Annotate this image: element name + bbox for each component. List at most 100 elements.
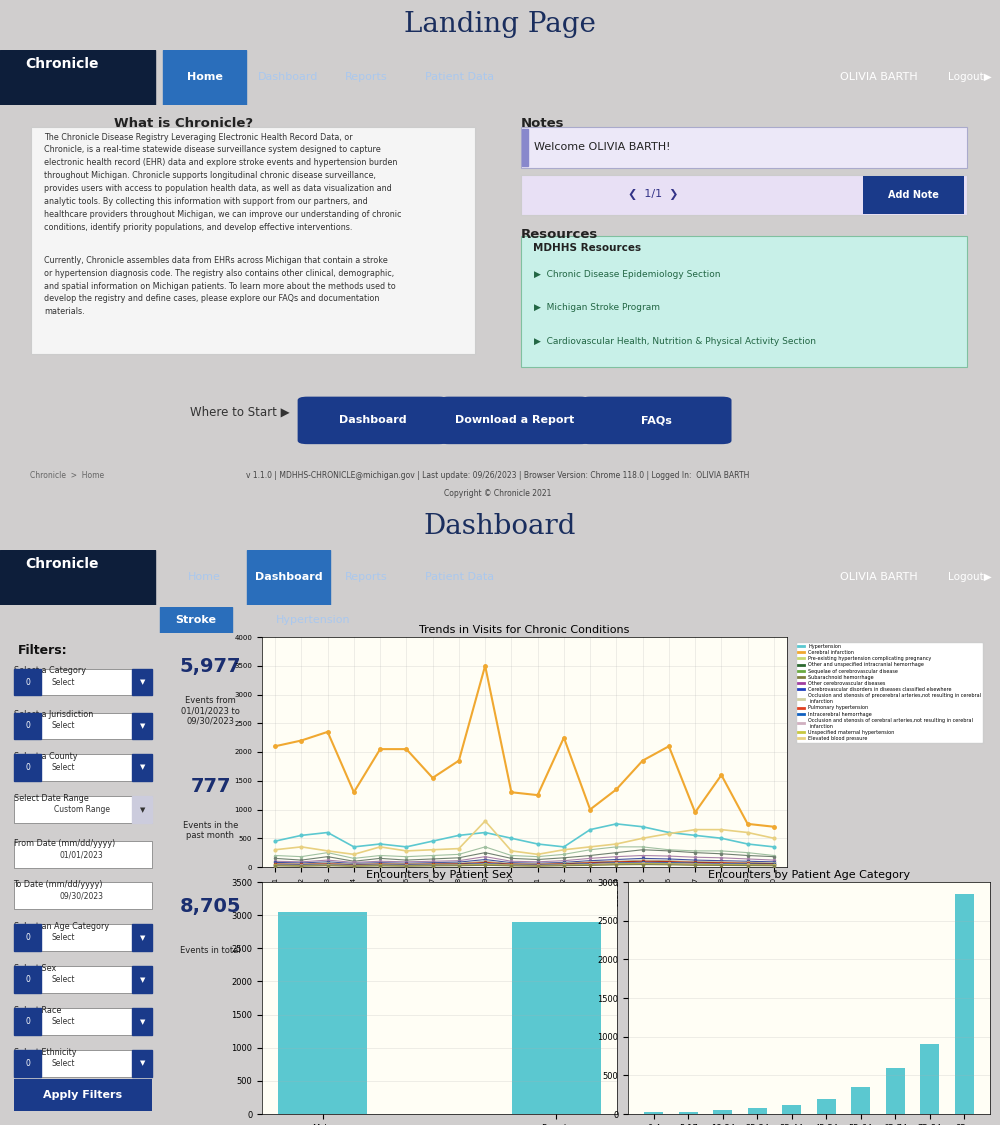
FancyBboxPatch shape [14, 796, 152, 824]
Text: Where to Start ▶: Where to Start ▶ [190, 406, 290, 418]
Text: Reports: Reports [345, 72, 388, 82]
Bar [14, 1008, 41, 1035]
Text: ▼: ▼ [139, 1018, 145, 1025]
Bar [132, 754, 152, 781]
FancyBboxPatch shape [298, 397, 449, 444]
Bar [132, 668, 152, 695]
Text: Select Ethnicity: Select Ethnicity [14, 1047, 76, 1056]
Text: Events in total: Events in total [180, 946, 241, 955]
Text: Dashboard: Dashboard [258, 72, 319, 82]
Text: Patient Data: Patient Data [425, 72, 494, 82]
Bar [132, 966, 152, 993]
Text: ❮  1/1  ❯: ❮ 1/1 ❯ [628, 189, 679, 200]
Text: Chronicle: Chronicle [25, 56, 98, 71]
Bar [14, 754, 41, 781]
Text: 09/30/2023: 09/30/2023 [59, 891, 103, 900]
FancyBboxPatch shape [14, 668, 152, 695]
Text: Select: Select [52, 763, 75, 772]
Title: Encounters by Patient Sex: Encounters by Patient Sex [366, 870, 513, 880]
Bar [512, 921, 601, 1114]
Text: Download a Report: Download a Report [455, 415, 574, 425]
Text: 0: 0 [25, 677, 30, 686]
Text: Dashboard: Dashboard [424, 513, 576, 540]
Text: Select Date Range: Select Date Range [14, 794, 88, 803]
Text: The Chronicle Disease Registry Leveraging Electronic Health Record Data, or
Chro: The Chronicle Disease Registry Leveragin… [44, 133, 402, 232]
Text: ▼: ▼ [139, 935, 145, 940]
Text: Custom Range: Custom Range [54, 806, 110, 814]
Text: MDHHS Resources: MDHHS Resources [533, 243, 641, 253]
Text: Logout▶: Logout▶ [948, 573, 992, 583]
Text: Filters:: Filters: [17, 645, 67, 657]
Bar [14, 668, 41, 695]
Bar [886, 1068, 905, 1114]
Bar [132, 796, 152, 824]
Text: Reports: Reports [345, 573, 388, 583]
Text: Select a Jurisdiction: Select a Jurisdiction [14, 710, 93, 719]
Text: Resources: Resources [521, 228, 598, 242]
Text: 0: 0 [25, 975, 30, 984]
Text: 8,705: 8,705 [180, 897, 241, 916]
Text: Select a County: Select a County [14, 752, 77, 760]
Text: OLIVIA BARTH: OLIVIA BARTH [840, 72, 918, 82]
Bar [132, 1051, 152, 1077]
Text: Select: Select [52, 1017, 75, 1026]
FancyBboxPatch shape [14, 925, 152, 951]
Text: Select an Age Category: Select an Age Category [14, 921, 109, 930]
FancyBboxPatch shape [14, 1008, 152, 1035]
Text: Landing Page: Landing Page [404, 11, 596, 38]
Text: Add Note: Add Note [888, 190, 939, 200]
Bar [782, 1105, 801, 1114]
Text: ▼: ▼ [139, 976, 145, 983]
Text: To Date (mm/dd/yyyy): To Date (mm/dd/yyyy) [14, 880, 103, 889]
Text: Hypertension: Hypertension [276, 615, 351, 626]
Text: What is Chronicle?: What is Chronicle? [114, 117, 253, 129]
X-axis label: Admission Time: Admission Time [486, 911, 563, 921]
Text: 0: 0 [25, 721, 30, 730]
Text: Welcome OLIVIA BARTH!: Welcome OLIVIA BARTH! [534, 143, 670, 152]
Text: Events in the
past month: Events in the past month [183, 821, 238, 840]
Text: 0: 0 [25, 1059, 30, 1068]
Text: Stroke: Stroke [176, 615, 216, 626]
Text: Copyright © Chronicle 2021: Copyright © Chronicle 2021 [444, 488, 551, 497]
FancyBboxPatch shape [14, 754, 152, 781]
Text: Patient Data: Patient Data [425, 573, 494, 583]
Bar [247, 550, 330, 605]
Text: Select Sex: Select Sex [14, 964, 56, 973]
Bar [14, 966, 41, 993]
Text: Currently, Chronicle assembles data from EHRs across Michigan that contain a str: Currently, Chronicle assembles data from… [44, 255, 396, 316]
FancyBboxPatch shape [863, 177, 964, 214]
FancyBboxPatch shape [580, 397, 732, 444]
Bar [955, 893, 974, 1114]
FancyBboxPatch shape [14, 882, 152, 909]
Bar [14, 925, 41, 951]
Text: FAQs: FAQs [640, 415, 671, 425]
Bar [817, 1098, 836, 1114]
Text: ▶  Chronic Disease Epidemiology Section: ▶ Chronic Disease Epidemiology Section [534, 270, 720, 279]
Text: Select a Category: Select a Category [14, 666, 86, 675]
Bar [748, 1108, 767, 1114]
Bar [160, 608, 232, 633]
Text: Home: Home [187, 72, 222, 82]
Text: Chronicle: Chronicle [25, 557, 98, 570]
Text: ▼: ▼ [139, 723, 145, 729]
Bar [0, 50, 155, 105]
Title: Encounters by Patient Age Category: Encounters by Patient Age Category [708, 870, 910, 880]
Text: ▼: ▼ [139, 807, 145, 813]
Bar [14, 1051, 41, 1077]
FancyBboxPatch shape [439, 397, 590, 444]
Bar [0, 550, 155, 605]
FancyBboxPatch shape [14, 1080, 152, 1112]
FancyBboxPatch shape [521, 127, 967, 168]
Text: 0: 0 [25, 934, 30, 943]
Bar [132, 712, 152, 739]
Text: Select Race: Select Race [14, 1006, 61, 1015]
Text: v 1.1.0 | MDHHS-CHRONICLE@michigan.gov | Last update: 09/26/2023 | Browser Versi: v 1.1.0 | MDHHS-CHRONICLE@michigan.gov |… [246, 470, 749, 479]
Bar [132, 925, 152, 951]
Text: Select: Select [52, 677, 75, 686]
Text: ▼: ▼ [139, 764, 145, 771]
Text: Dashboard: Dashboard [339, 415, 407, 425]
FancyBboxPatch shape [521, 236, 967, 367]
FancyBboxPatch shape [14, 712, 152, 739]
Text: Chronicle  >  Home: Chronicle > Home [30, 470, 104, 479]
Text: Apply Filters: Apply Filters [43, 1090, 122, 1100]
